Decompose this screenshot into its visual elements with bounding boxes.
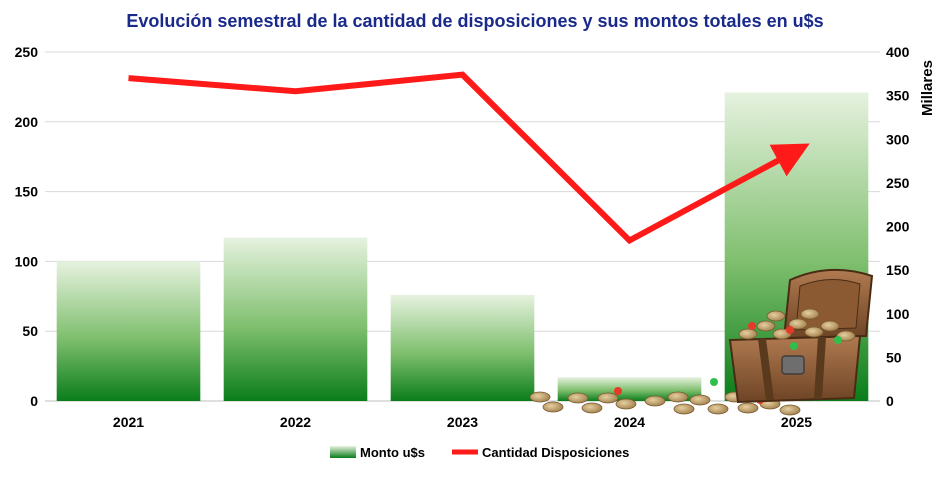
legend-label-cantidad: Cantidad Disposiciones (482, 445, 629, 460)
line-series (128, 75, 796, 241)
right-tick-label: 100 (886, 306, 910, 322)
right-tick-label: 350 (886, 88, 910, 104)
right-tick-label: 50 (886, 349, 902, 365)
bar-2021 (57, 261, 201, 401)
left-tick-label: 100 (15, 253, 39, 269)
right-tick-label: 400 (886, 44, 910, 60)
right-axis-ticks: 0 50 100 150 200 250 300 350 400 (886, 44, 910, 409)
bar-2022 (224, 238, 368, 401)
line-cantidad-disposiciones (129, 75, 797, 241)
category-label: 2022 (280, 414, 311, 430)
legend-swatch-monto (330, 446, 356, 458)
left-axis-ticks: 0 50 100 150 200 250 (15, 44, 39, 409)
category-axis-labels: 2021 2022 2023 2024 2025 (113, 414, 812, 430)
category-label: 2024 (614, 414, 645, 430)
bar-2023 (391, 295, 535, 401)
right-tick-label: 300 (886, 131, 910, 147)
legend: Monto u$s Cantidad Disposiciones (330, 445, 629, 460)
right-tick-label: 250 (886, 175, 910, 191)
category-label: 2025 (781, 414, 812, 430)
legend-label-monto: Monto u$s (360, 445, 425, 460)
chart-title: Evolución semestral de la cantidad de di… (126, 11, 823, 31)
right-axis-label: Millares (919, 60, 936, 116)
right-tick-label: 150 (886, 262, 910, 278)
category-label: 2023 (447, 414, 478, 430)
left-tick-label: 50 (22, 323, 38, 339)
left-tick-label: 0 (30, 393, 38, 409)
left-tick-label: 150 (15, 184, 39, 200)
right-tick-label: 200 (886, 219, 910, 235)
left-tick-label: 200 (15, 114, 39, 130)
left-tick-label: 250 (15, 44, 39, 60)
category-label: 2021 (113, 414, 144, 430)
right-tick-label: 0 (886, 393, 894, 409)
